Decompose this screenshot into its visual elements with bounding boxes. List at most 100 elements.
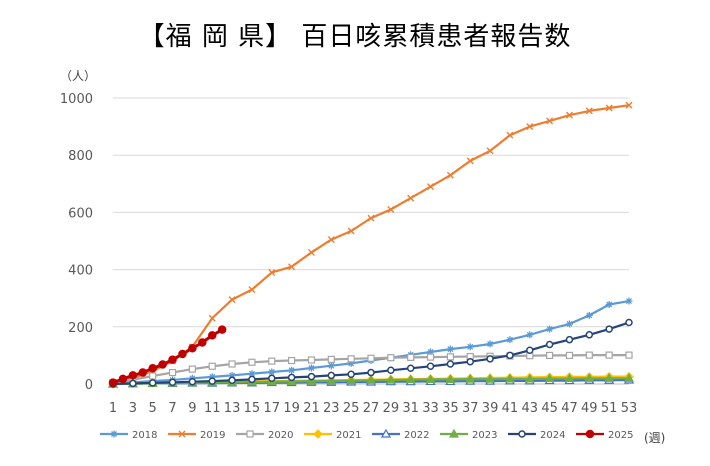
marker-2025 — [168, 355, 177, 364]
legend-item-2018: 2018 — [100, 430, 157, 441]
x-tick-label: 21 — [303, 401, 320, 416]
marker-2024 — [188, 377, 197, 386]
marker-2018 — [625, 297, 633, 305]
marker-2024 — [287, 373, 296, 382]
marker-2019 — [526, 123, 534, 131]
gridlines — [113, 97, 629, 328]
marker-2024 — [168, 378, 177, 387]
marker-2019 — [268, 268, 276, 276]
y-tick-label: 0 — [85, 378, 93, 393]
marker-2019 — [407, 194, 415, 202]
marker-2020 — [188, 365, 196, 373]
marker-2024 — [625, 318, 633, 327]
series-2025 — [108, 325, 227, 387]
marker-2018 — [546, 325, 554, 333]
marker-2025 — [138, 368, 148, 377]
marker-2023 — [445, 374, 456, 384]
marker-2024 — [367, 368, 375, 377]
x-tick-label: 47 — [561, 401, 578, 416]
x-tick-label: 15 — [244, 401, 261, 416]
marker-2020 — [546, 351, 554, 359]
chart-title: 【福 岡 県】 百日咳累積患者報告数 — [138, 22, 572, 52]
marker-2023 — [485, 373, 496, 383]
marker-2020 — [565, 351, 574, 359]
series-lines — [107, 101, 635, 389]
x-tick-label: 23 — [323, 401, 340, 416]
marker-2023 — [524, 373, 535, 383]
marker-2023 — [465, 373, 476, 383]
marker-2020 — [367, 354, 375, 362]
marker-2020 — [228, 360, 236, 368]
marker-2024 — [129, 379, 137, 388]
marker-2018 — [307, 364, 315, 372]
marker-2023 — [604, 373, 615, 382]
marker-2020 — [605, 351, 613, 359]
marker-2020 — [327, 355, 335, 364]
y-tick-label: 600 — [68, 206, 93, 221]
marker-2023 — [385, 374, 396, 384]
marker-2019 — [565, 111, 573, 119]
marker-2020 — [248, 358, 256, 366]
x-tick-label: 33 — [422, 401, 439, 416]
legend-label-2025: 2025 — [608, 430, 633, 441]
marker-2018 — [110, 430, 118, 438]
x-tick-label: 43 — [521, 401, 538, 416]
legend-label-2023: 2023 — [472, 430, 497, 441]
x-tick-label: 1 — [109, 401, 117, 416]
marker-2019 — [427, 183, 435, 191]
y-axis-unit-label: （人） — [60, 69, 96, 83]
marker-2024 — [426, 362, 435, 371]
marker-2019 — [327, 236, 335, 244]
legend-label-2022: 2022 — [404, 430, 429, 441]
marker-2024 — [526, 346, 534, 355]
marker-2019 — [585, 107, 593, 115]
marker-2019 — [228, 296, 236, 304]
marker-2023 — [326, 375, 337, 385]
marker-2024 — [327, 371, 336, 380]
marker-2018 — [585, 311, 593, 319]
marker-2019 — [446, 171, 454, 179]
marker-2024 — [248, 375, 256, 384]
marker-2019 — [486, 147, 494, 155]
legend: 2018 2019 2020 2021 2022 2023 2024 2025 — [100, 428, 633, 441]
marker-2025 — [108, 378, 118, 387]
marker-2025 — [217, 325, 227, 334]
legend-item-2022: 2022 — [372, 428, 429, 441]
x-tick-label: 13 — [224, 401, 241, 416]
marker-2020 — [407, 353, 415, 362]
x-tick-label: 9 — [188, 401, 196, 416]
x-tick-label: 49 — [581, 401, 598, 416]
marker-2024 — [406, 364, 415, 373]
y-tick-label: 1000 — [60, 92, 93, 107]
legend-label-2024: 2024 — [540, 430, 565, 441]
marker-2025 — [188, 344, 197, 353]
marker-2024 — [347, 370, 355, 379]
marker-2024 — [585, 331, 594, 339]
marker-2025 — [158, 360, 167, 369]
marker-2024 — [565, 335, 574, 344]
marker-2025 — [128, 371, 138, 380]
marker-2024 — [228, 376, 236, 385]
marker-2024 — [545, 340, 554, 349]
marker-2020 — [585, 351, 593, 359]
marker-2023 — [365, 375, 377, 384]
marker-2020 — [246, 430, 254, 438]
x-tick-label: 5 — [149, 401, 157, 416]
marker-2024 — [148, 379, 157, 387]
marker-2024 — [307, 372, 316, 381]
marker-2023 — [504, 373, 515, 383]
marker-2025 — [118, 374, 128, 384]
x-tick-label: 53 — [621, 401, 638, 416]
marker-2024 — [387, 366, 395, 375]
marker-2023 — [306, 375, 317, 385]
legend-label-2020: 2020 — [268, 430, 293, 441]
marker-2023 — [425, 374, 436, 384]
marker-2018 — [486, 340, 494, 348]
marker-2024 — [506, 351, 514, 360]
legend-label-2019: 2019 — [200, 430, 225, 441]
marker-2018 — [565, 320, 573, 328]
marker-2019 — [307, 248, 315, 256]
marker-2018 — [327, 362, 335, 370]
marker-2019 — [347, 227, 355, 235]
